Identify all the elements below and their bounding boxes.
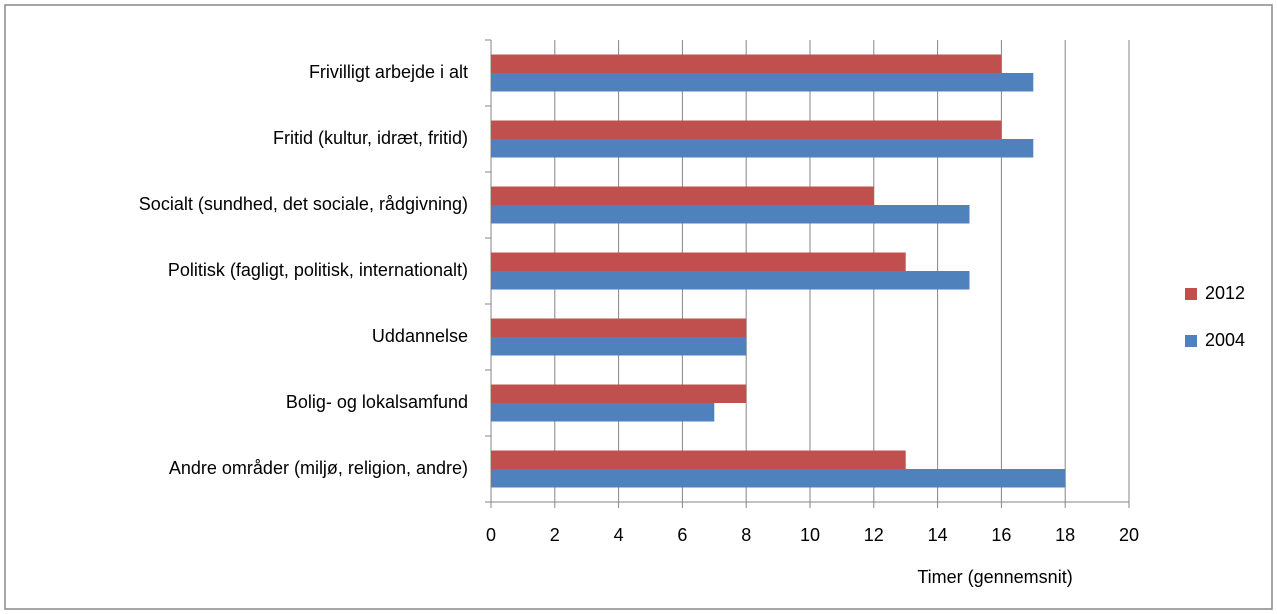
bar: [491, 337, 747, 356]
legend-label: 2004: [1205, 330, 1245, 350]
bar: [491, 252, 906, 271]
bar: [491, 139, 1034, 158]
bar: [491, 318, 747, 337]
chart-border: [4, 4, 1273, 610]
bar: [491, 450, 906, 469]
x-tick-label: 4: [614, 525, 624, 545]
x-tick-label: 10: [800, 525, 820, 545]
x-tick-label: 18: [1055, 525, 1075, 545]
x-tick-label: 16: [991, 525, 1011, 545]
y-tick-label: Socialt (sundhed, det sociale, rådgivnin…: [139, 194, 468, 214]
x-tick-label: 6: [677, 525, 687, 545]
x-tick-label: 20: [1119, 525, 1139, 545]
legend-swatch: [1185, 335, 1197, 347]
y-tick-label: Fritid (kultur, idræt, fritid): [273, 128, 468, 148]
x-tick-label: 8: [741, 525, 751, 545]
y-tick-label: Politisk (fagligt, politisk, internation…: [168, 260, 468, 280]
bar: [491, 384, 747, 403]
y-tick-label: Bolig- og lokalsamfund: [286, 392, 468, 412]
y-tick-label: Frivilligt arbejde i alt: [309, 62, 468, 82]
x-tick-label: 2: [550, 525, 560, 545]
bar: [491, 403, 715, 422]
x-tick-label: 14: [928, 525, 948, 545]
y-tick-label: Andre områder (miljø, religion, andre): [169, 458, 468, 478]
bar: [491, 186, 874, 205]
legend-swatch: [1185, 288, 1197, 300]
bar: [491, 73, 1034, 92]
bar: [491, 120, 1002, 139]
x-tick-label: 0: [486, 525, 496, 545]
legend-label: 2012: [1205, 283, 1245, 303]
x-axis-label: Timer (gennemsnit): [917, 567, 1072, 587]
bar: [491, 271, 970, 290]
bar: [491, 205, 970, 224]
y-tick-label: Uddannelse: [372, 326, 468, 346]
x-tick-label: 12: [864, 525, 884, 545]
bar: [491, 469, 1066, 488]
bar: [491, 54, 1002, 73]
